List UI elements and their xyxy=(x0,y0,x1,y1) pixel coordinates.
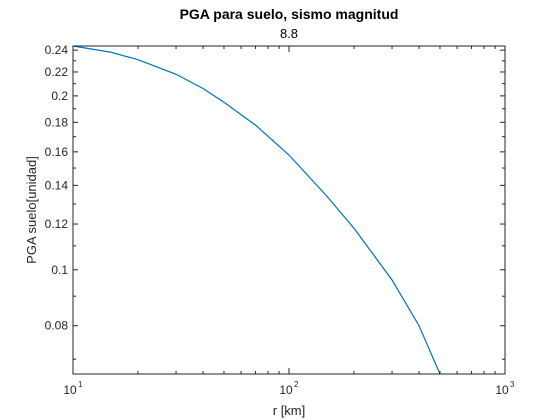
series-line-0 xyxy=(72,45,441,375)
x-tick-label-exponent: 1 xyxy=(78,380,83,389)
y-tick-label: 0.22 xyxy=(45,65,69,79)
chart-title: PGA para suelo, sismo magnitud xyxy=(180,6,399,22)
x-axis-label: r [km] xyxy=(273,403,306,418)
x-tick-label-exponent: 3 xyxy=(510,380,515,389)
x-tick-label: 10 xyxy=(279,383,293,397)
y-tick-label: 0.08 xyxy=(45,319,69,333)
y-tick-label: 0.14 xyxy=(45,178,69,192)
x-tick-label: 10 xyxy=(63,383,77,397)
x-tick-label-exponent: 2 xyxy=(294,380,299,389)
x-tick-label: 10 xyxy=(495,383,509,397)
y-axis-label: PGA suelo[unidad] xyxy=(24,156,39,264)
plot-frame xyxy=(72,45,506,375)
curve-layer xyxy=(72,45,441,375)
chart-subtitle: 8.8 xyxy=(280,26,298,41)
y-tick-label: 0.12 xyxy=(45,217,69,231)
y-tick-label: 0.1 xyxy=(51,263,68,277)
y-tick-label: 0.16 xyxy=(45,145,69,159)
plot-area xyxy=(73,46,505,374)
ticks-layer: 10 1 10 2 10 30.080.10.120.140.160.180.20.220… xyxy=(45,43,515,397)
y-tick-label: 0.2 xyxy=(51,89,68,103)
y-tick-label: 0.24 xyxy=(45,43,69,57)
y-tick-label: 0.18 xyxy=(45,115,69,129)
